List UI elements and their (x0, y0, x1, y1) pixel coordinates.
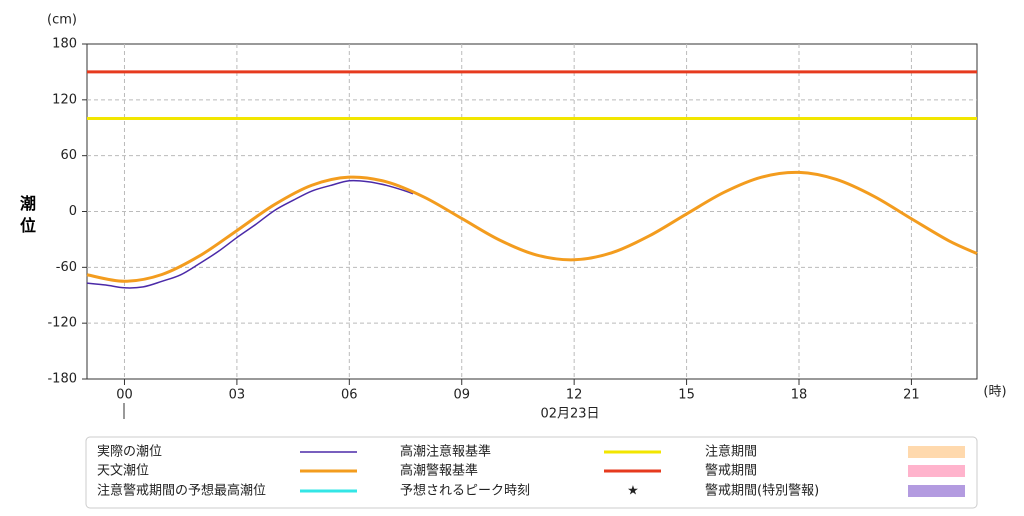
y-tick-label: -180 (47, 372, 77, 387)
legend-symbol: ★ (627, 484, 639, 499)
legend-label: 警戒期間(特別警報) (705, 483, 819, 499)
y-unit: (cm) (47, 13, 77, 28)
y-tick-label: 120 (52, 92, 77, 107)
legend-label: 警戒期間 (705, 463, 757, 479)
x-tick-label: 21 (903, 388, 920, 403)
y-tick-label: -120 (47, 316, 77, 331)
tide-line (86, 179, 414, 289)
legend-label: 注意期間 (705, 444, 757, 460)
legend-label: 注意警戒期間の予想最高潮位 (97, 483, 266, 499)
legend-label: 高潮注意報基準 (400, 444, 491, 460)
legend-label: 高潮警報基準 (400, 463, 478, 479)
x-tick-label: 12 (566, 388, 583, 403)
y-tick-label: 60 (60, 148, 77, 163)
x-tick-label: 06 (341, 388, 358, 403)
y-tick-label: -60 (56, 260, 77, 275)
legend-label: 実際の潮位 (97, 444, 162, 460)
x-tick-label: 18 (791, 388, 808, 403)
y-tick-label: 180 (52, 37, 77, 52)
date-label: 02月23日 (540, 407, 599, 422)
legend-label: 天文潮位 (97, 464, 149, 479)
x-tick-label: 00 (116, 388, 133, 403)
x-tick-label: 15 (678, 388, 695, 403)
y-axis-label: 潮位 (19, 194, 36, 235)
y-tick-label: 0 (69, 204, 77, 219)
x-tick-label: 03 (229, 388, 246, 403)
legend-swatch (908, 485, 965, 497)
x-tick-label: 09 (453, 388, 470, 403)
legend-label: 予想されるピーク時刻 (400, 483, 530, 499)
x-unit: (時) (983, 385, 1006, 400)
legend-swatch (908, 446, 965, 458)
legend-swatch (908, 465, 965, 477)
tide-line (86, 170, 978, 283)
